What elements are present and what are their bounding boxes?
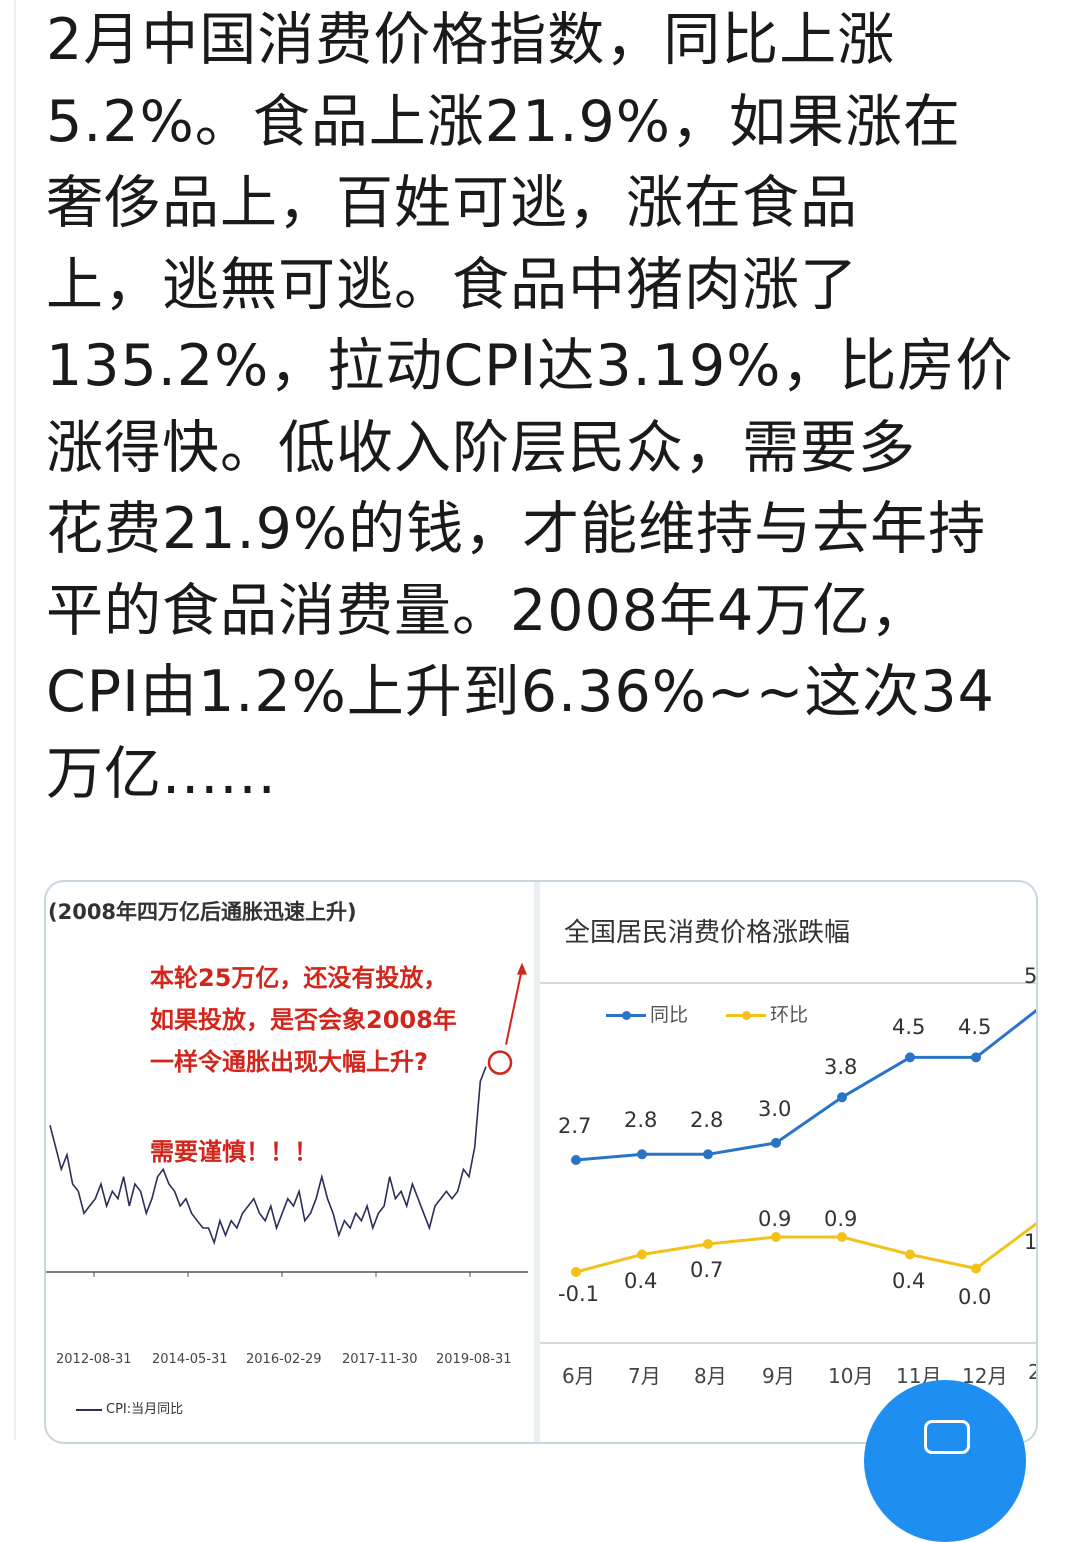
post-image[interactable]: (2008年四万亿后通胀迅速上升) 本轮25万亿，还没有投放， 如果投放，是否会… (44, 880, 1038, 1444)
post-line: 涨得快。低收入阶层民众，需要多 (46, 414, 916, 481)
yoy-data-label: 2.8 (690, 1108, 724, 1133)
yoy-data-label: 3.0 (758, 1096, 792, 1121)
mom-point (971, 1263, 981, 1274)
mom-data-label: 0.0 (958, 1284, 992, 1309)
post-line: 上，逃無可逃。食品中猪肉涨了 (46, 251, 858, 318)
post-line: 135.2%，拉动CPI达3.19%，比房价 (46, 333, 1014, 399)
x-tick-label: 2014-05-31 (152, 1352, 228, 1367)
mom-data-label: 0.9 (824, 1207, 858, 1231)
cpi-monthly-chart: 全国居民消费价格涨跌幅 同比 环比 2.7 2.8 2.8 3.0 3.8 4.5 4.5 5… (540, 882, 1036, 1442)
post-line: CPI由1.2%上升到6.36%~~这次34 (46, 659, 995, 725)
yoy-data-label: 3.8 (824, 1055, 858, 1080)
chart-title: (2008年四万亿后通胀迅速上升) (48, 900, 357, 924)
comment-fab-button[interactable] (864, 1380, 1026, 1542)
chart-annotation: 如果投放，是否会象2008年 (150, 1006, 457, 1034)
mom-series-line (575, 1222, 1036, 1274)
comment-icon (924, 1420, 970, 1454)
x-tick-label: 2012-08-31 (56, 1352, 132, 1367)
yoy-data-label: 4.5 (958, 1015, 992, 1040)
chart-rule (540, 1342, 1036, 1344)
month-tick-label: 20 (1028, 1360, 1036, 1384)
mom-data-label: -0.1 (558, 1282, 599, 1306)
yoy-point (837, 1092, 847, 1103)
mom-data-label: 0.4 (624, 1268, 658, 1293)
x-tick-label: 2017-11-30 (342, 1352, 418, 1367)
mom-data-label: 0.4 (892, 1268, 926, 1293)
mom-point (771, 1232, 781, 1242)
yoy-point (905, 1052, 915, 1063)
month-tick-label: 10月 (828, 1364, 874, 1388)
page-left-rule (14, 0, 16, 1440)
legend-label: 同比 (650, 1004, 689, 1026)
yoy-point (703, 1149, 713, 1160)
month-tick-label: 7月 (628, 1364, 661, 1388)
cpi-history-plot (46, 962, 528, 1277)
legend-item-yoy: 同比 (606, 1000, 688, 1027)
month-tick-label: 8月 (694, 1364, 727, 1388)
legend-swatch (76, 1408, 102, 1411)
highlight-circle (487, 1050, 513, 1075)
mom-point (637, 1249, 647, 1260)
chart-legend: CPI:当月同比 (76, 1398, 183, 1417)
legend-label: CPI:当月同比 (106, 1402, 184, 1417)
mom-data-label: 0.9 (758, 1207, 792, 1231)
mom-point (703, 1239, 713, 1249)
chart-annotation: 本轮25万亿，还没有投放， (150, 964, 448, 992)
chart-annotation: 一样令通胀出现大幅上升? (150, 1048, 428, 1076)
legend-label: 环比 (770, 1004, 809, 1026)
trend-arrow-head (517, 962, 527, 975)
mom-data-label: 1 (1024, 1229, 1038, 1254)
month-tick-label: 9月 (762, 1364, 795, 1388)
chart-annotation: 需要谨慎！！！ (150, 1138, 318, 1166)
yoy-data-label: 2.8 (624, 1108, 658, 1133)
yoy-data-label: 2.7 (558, 1114, 592, 1138)
chart-title: 全国居民消费价格涨跌幅 (564, 918, 851, 948)
mom-point (837, 1232, 847, 1242)
trend-arrow (505, 968, 523, 1045)
yoy-data-label: 4.5 (892, 1015, 926, 1040)
legend-swatch (606, 1011, 646, 1020)
yoy-series-line (575, 1008, 1036, 1162)
post-line: 5.2%。食品上涨21.9%，如果涨在 (46, 88, 961, 155)
cpi-history-chart: (2008年四万亿后通胀迅速上升) 本轮25万亿，还没有投放， 如果投放，是否会… (46, 882, 534, 1442)
post-body: 2月中国消费价格指数，同比上涨 5.2%。食品上涨21.9%，如果涨在 奢侈品上… (46, 0, 1046, 815)
legend-item-mom: 环比 (726, 1000, 808, 1027)
post-line: 奢侈品上，百姓可逃，涨在食品 (46, 170, 858, 236)
yoy-point (637, 1149, 647, 1160)
cpi-monthly-plot (571, 1008, 1036, 1277)
post-line: 2月中国消费价格指数，同比上涨 (46, 7, 896, 73)
x-tick-label: 2016-02-29 (246, 1352, 322, 1367)
yoy-point (571, 1155, 581, 1165)
cpi-series-line (49, 1066, 487, 1246)
yoy-point (971, 1052, 981, 1063)
image-divider (534, 882, 540, 1442)
post-line: 万亿...... (46, 740, 277, 807)
legend-swatch (726, 1011, 766, 1020)
mom-point (571, 1267, 581, 1277)
chart-rule (540, 982, 1036, 984)
x-tick-label: 2019-08-31 (436, 1352, 512, 1367)
post-line: 平的食品消费量。2008年4万亿， (46, 577, 929, 644)
yoy-point (771, 1137, 781, 1148)
yoy-data-label: 5 (1024, 964, 1038, 989)
month-tick-label: 6月 (562, 1364, 595, 1388)
mom-point (905, 1249, 915, 1260)
post-line: 花费21.9%的钱，才能维持与去年持 (46, 496, 987, 562)
mom-data-label: 0.7 (690, 1258, 724, 1282)
